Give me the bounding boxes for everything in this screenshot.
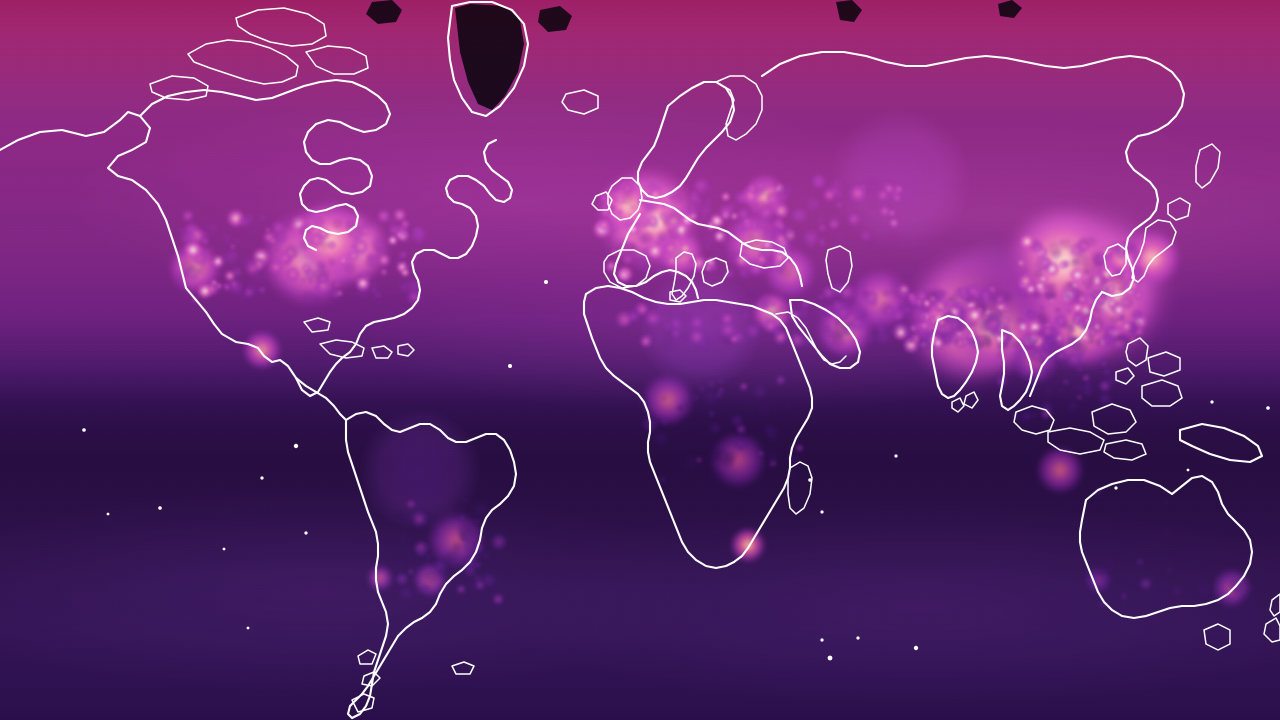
australia-outline [1078,474,1280,651]
africa-outline [582,284,862,570]
south-america-outline [344,410,518,720]
europe-outline [591,75,853,303]
north-america-outline [0,0,599,422]
nodata-patches [366,0,1022,110]
asia-outline [760,50,1264,464]
small-islands [82,280,1270,661]
